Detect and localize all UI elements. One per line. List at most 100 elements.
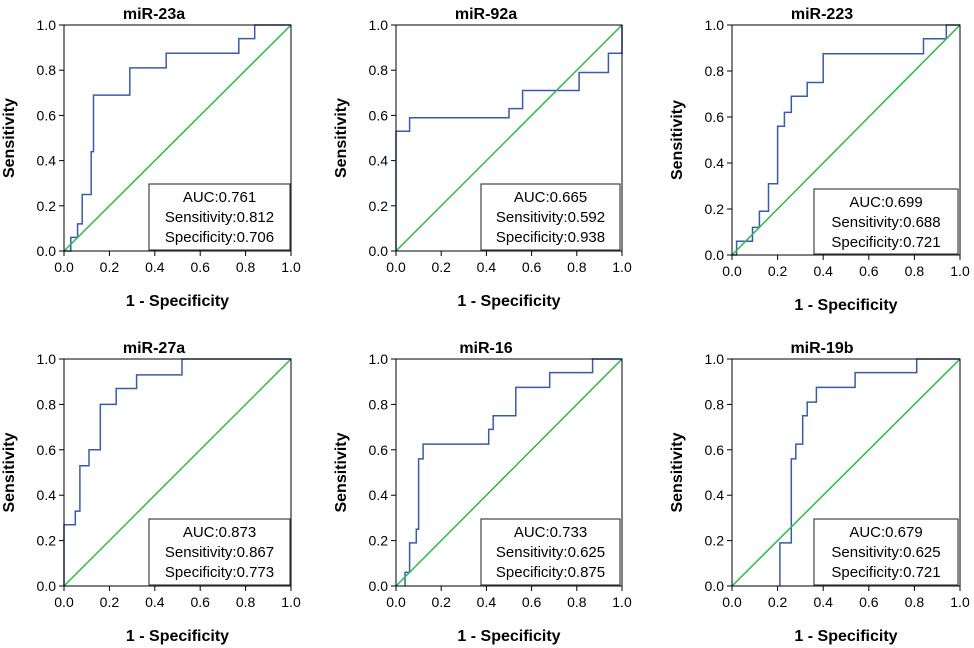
stats-box <box>813 518 959 586</box>
reference-diagonal-line <box>731 358 961 587</box>
auc-value: AUC:0.665 <box>514 189 587 206</box>
x-tick-label: 0.0 <box>54 594 74 610</box>
y-tick-label: 0.0 <box>705 578 725 594</box>
chart-title: miR-19b <box>790 340 853 357</box>
roc-panel-6: miR-19b Sensitivity 1 - Specificity 0.0 0.2 0… <box>669 340 970 645</box>
sensitivity-value: Sensitivity:0.688 <box>831 214 940 231</box>
x-tick-label: 0.0 <box>722 594 742 610</box>
chart-title: miR-92a <box>455 6 517 23</box>
roc-curve-line <box>404 358 622 586</box>
auc-value: AUC:0.699 <box>849 194 922 211</box>
x-axis-label: 1 - Specificity <box>457 628 560 645</box>
plot-frame <box>63 358 292 587</box>
stats-box <box>480 183 621 251</box>
x-tick-label: 0.8 <box>905 263 925 279</box>
y-tick-label: 0.8 <box>369 396 389 412</box>
reference-diagonal-line <box>395 24 623 252</box>
roc-curve-line <box>64 24 291 252</box>
y-tick-label: 0.2 <box>37 198 57 214</box>
y-axis-label: Sensitivity <box>333 98 350 178</box>
x-tick-label: 0.8 <box>905 594 925 610</box>
y-tick-label: 0.6 <box>369 107 389 123</box>
reference-diagonal-line <box>63 24 292 252</box>
y-tick-label: 0.0 <box>37 243 57 259</box>
x-tick-label: 0.4 <box>145 594 165 610</box>
roc-curve-line <box>395 25 623 251</box>
x-tick-label: 0.2 <box>431 594 451 610</box>
y-tick-label: 0.8 <box>705 396 725 412</box>
chart-title: miR-223 <box>791 6 853 23</box>
reference-diagonal-line <box>395 358 623 587</box>
stats-box <box>148 183 291 251</box>
y-tick-label: 0.0 <box>369 243 389 259</box>
y-tick-label: 0.2 <box>37 533 57 549</box>
stats-box <box>813 188 959 255</box>
y-tick-label: 0.0 <box>705 247 725 263</box>
y-tick-label: 1.0 <box>37 351 57 367</box>
y-tick-label: 0.8 <box>369 62 389 78</box>
x-tick-label: 0.4 <box>813 594 833 610</box>
plot-frame <box>395 358 623 587</box>
chart-title: miR-27a <box>123 340 185 357</box>
sensitivity-value: Sensitivity:0.867 <box>165 544 274 561</box>
x-tick-label: 0.2 <box>100 259 120 275</box>
plot-frame <box>395 24 623 252</box>
x-tick-label: 0.0 <box>722 263 742 279</box>
x-tick-label: 0.6 <box>522 594 542 610</box>
y-tick-label: 0.6 <box>705 442 725 458</box>
x-tick-label: 0.6 <box>190 594 210 610</box>
plot-frame <box>731 358 961 587</box>
specificity-value: Specificity:0.721 <box>831 564 940 581</box>
y-axis-label: Sensitivity <box>1 98 18 178</box>
y-tick-label: 1.0 <box>705 351 725 367</box>
reference-diagonal-line <box>731 24 961 256</box>
roc-curve-line <box>779 358 960 586</box>
y-axis-label: Sensitivity <box>1 432 18 512</box>
y-tick-label: 0.4 <box>37 153 57 169</box>
x-tick-label: 0.6 <box>859 594 879 610</box>
x-tick-label: 0.4 <box>813 263 833 279</box>
x-tick-label: 0.6 <box>522 259 542 275</box>
stats-box <box>480 518 621 586</box>
y-tick-label: 0.2 <box>369 533 389 549</box>
x-tick-label: 0.0 <box>386 259 406 275</box>
x-tick-label: 0.6 <box>190 259 210 275</box>
x-axis-label: 1 - Specificity <box>126 293 229 310</box>
stats-box <box>148 518 291 586</box>
y-tick-label: 0.2 <box>369 198 389 214</box>
y-tick-label: 1.0 <box>705 17 725 33</box>
x-tick-label: 0.2 <box>768 594 788 610</box>
y-axis-label: Sensitivity <box>669 432 686 512</box>
y-tick-label: 0.0 <box>37 578 57 594</box>
y-axis-label: Sensitivity <box>669 100 686 180</box>
specificity-value: Specificity:0.875 <box>496 564 605 581</box>
x-tick-label: 0.4 <box>145 259 165 275</box>
y-tick-label: 0.6 <box>37 107 57 123</box>
y-tick-label: 0.2 <box>705 201 725 217</box>
y-tick-label: 0.6 <box>705 109 725 125</box>
roc-curve-line <box>732 24 960 256</box>
chart-title: miR-16 <box>459 340 512 357</box>
y-tick-label: 0.6 <box>369 442 389 458</box>
y-tick-label: 0.8 <box>37 396 57 412</box>
x-tick-label: 0.2 <box>100 594 120 610</box>
x-tick-label: 1.0 <box>950 263 970 279</box>
x-tick-label: 0.8 <box>236 259 256 275</box>
x-tick-label: 0.8 <box>236 594 256 610</box>
x-axis-label: 1 - Specificity <box>794 628 897 645</box>
auc-value: AUC:0.761 <box>183 189 256 206</box>
roc-panel-5: miR-16 Sensitivity 1 - Specificity 0.0 0.2 0.… <box>333 340 632 645</box>
specificity-value: Specificity:0.706 <box>165 229 274 246</box>
x-tick-label: 1.0 <box>281 259 301 275</box>
sensitivity-value: Sensitivity:0.812 <box>165 209 274 226</box>
y-tick-label: 0.4 <box>37 487 57 503</box>
specificity-value: Specificity:0.938 <box>496 229 605 246</box>
x-tick-label: 1.0 <box>950 594 970 610</box>
x-tick-label: 0.0 <box>54 259 74 275</box>
x-tick-label: 0.4 <box>477 259 497 275</box>
y-tick-label: 0.4 <box>705 155 725 171</box>
y-tick-label: 0.0 <box>369 578 389 594</box>
roc-panel-3: miR-223 Sensitivity 1 - Specificity 0.0 0.2 0… <box>669 6 970 314</box>
y-tick-label: 0.2 <box>705 533 725 549</box>
x-tick-label: 0.2 <box>768 263 788 279</box>
